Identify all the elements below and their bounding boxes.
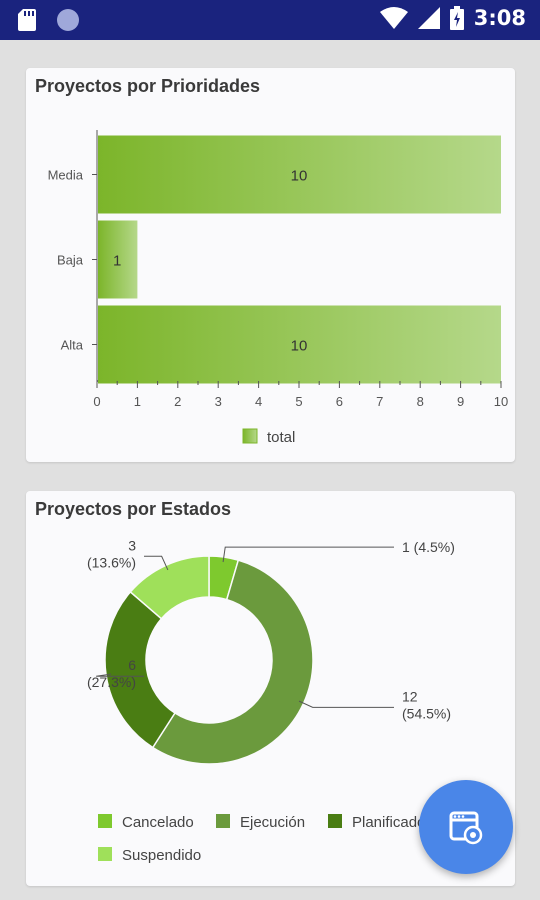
x-tick-label: 5 bbox=[295, 394, 302, 409]
legend-swatch-total bbox=[242, 428, 258, 444]
battery-icon bbox=[449, 6, 464, 30]
x-tick-label: 3 bbox=[215, 394, 222, 409]
x-tick-label: 4 bbox=[255, 394, 262, 409]
priorities-card: Media 10 Baja 1 Alta 10 0 1 2 3 4 5 6 7 8 9 10 total Proy… bbox=[26, 68, 515, 462]
fab-button[interactable] bbox=[419, 780, 513, 874]
states-donut-chart: 1 (4.5%) 12(54.5%) 6(27.3%) 3(13.6%) Cancela… bbox=[87, 537, 455, 864]
legend-swatch-suspendido bbox=[98, 847, 112, 861]
legend-label-ejecución: Ejecución bbox=[240, 814, 305, 831]
bar-value-label: 10 bbox=[291, 338, 308, 355]
x-tick-label: 1 bbox=[134, 394, 141, 409]
legend-label-total: total bbox=[267, 429, 295, 446]
clock: 3:08 bbox=[473, 6, 526, 30]
slice-pct-label: (13.6%) bbox=[87, 554, 136, 570]
slice-pct-label: (54.5%) bbox=[402, 705, 451, 721]
x-tick-label: 2 bbox=[174, 394, 181, 409]
x-tick-label: 9 bbox=[457, 394, 464, 409]
x-tick-label: 7 bbox=[376, 394, 383, 409]
slice-ejecución bbox=[151, 559, 314, 765]
legend-swatch-planificado bbox=[328, 814, 342, 828]
circle-notification-icon bbox=[57, 9, 79, 31]
x-tick-label: 8 bbox=[417, 394, 424, 409]
slice-count-label: 6 bbox=[128, 657, 136, 673]
legend-swatch-ejecución bbox=[216, 814, 230, 828]
x-tick-label: 6 bbox=[336, 394, 343, 409]
bar-alta bbox=[98, 305, 501, 384]
bar-baja bbox=[98, 220, 138, 299]
x-tick-label: 0 bbox=[93, 394, 100, 409]
category-label-baja: Baja bbox=[57, 253, 84, 268]
status-bar: 3:08 bbox=[0, 0, 540, 40]
x-tick-label: 10 bbox=[494, 394, 508, 409]
legend-label-cancelado: Cancelado bbox=[122, 814, 194, 831]
leader-line bbox=[298, 700, 394, 708]
leader-line bbox=[96, 673, 144, 677]
priorities-bar-chart: Media 10 Baja 1 Alta 10 0 1 2 3 4 5 6 7 8 9 10 total bbox=[48, 130, 508, 446]
slice-count-label: 3 bbox=[128, 537, 136, 553]
legend-label-suspendido: Suspendido bbox=[122, 847, 201, 864]
signal-icon bbox=[417, 7, 440, 29]
legend-label-planificado: Planificado bbox=[352, 814, 425, 831]
slice-pct-label: (27.3%) bbox=[87, 674, 136, 690]
bar-media bbox=[98, 135, 501, 214]
slice-count-label: 12 bbox=[402, 688, 418, 704]
wifi-icon bbox=[379, 7, 408, 29]
leader-line bbox=[222, 546, 394, 563]
slice-label-cancelado: 1 (4.5%) bbox=[402, 539, 455, 555]
web-settings-icon bbox=[449, 811, 483, 845]
legend-swatch-cancelado bbox=[98, 814, 112, 828]
leader-line bbox=[144, 555, 169, 571]
category-label-media: Media bbox=[48, 168, 84, 183]
bar-value-label: 10 bbox=[291, 168, 308, 185]
slice-suspendido bbox=[129, 555, 210, 620]
priorities-card-title: Proyectos por Prioridades bbox=[35, 76, 261, 96]
bar-value-label: 1 bbox=[113, 253, 121, 270]
category-label-alta: Alta bbox=[61, 338, 84, 353]
sd-card-icon bbox=[18, 9, 36, 31]
states-card-title: Proyectos por Estados bbox=[35, 499, 232, 519]
